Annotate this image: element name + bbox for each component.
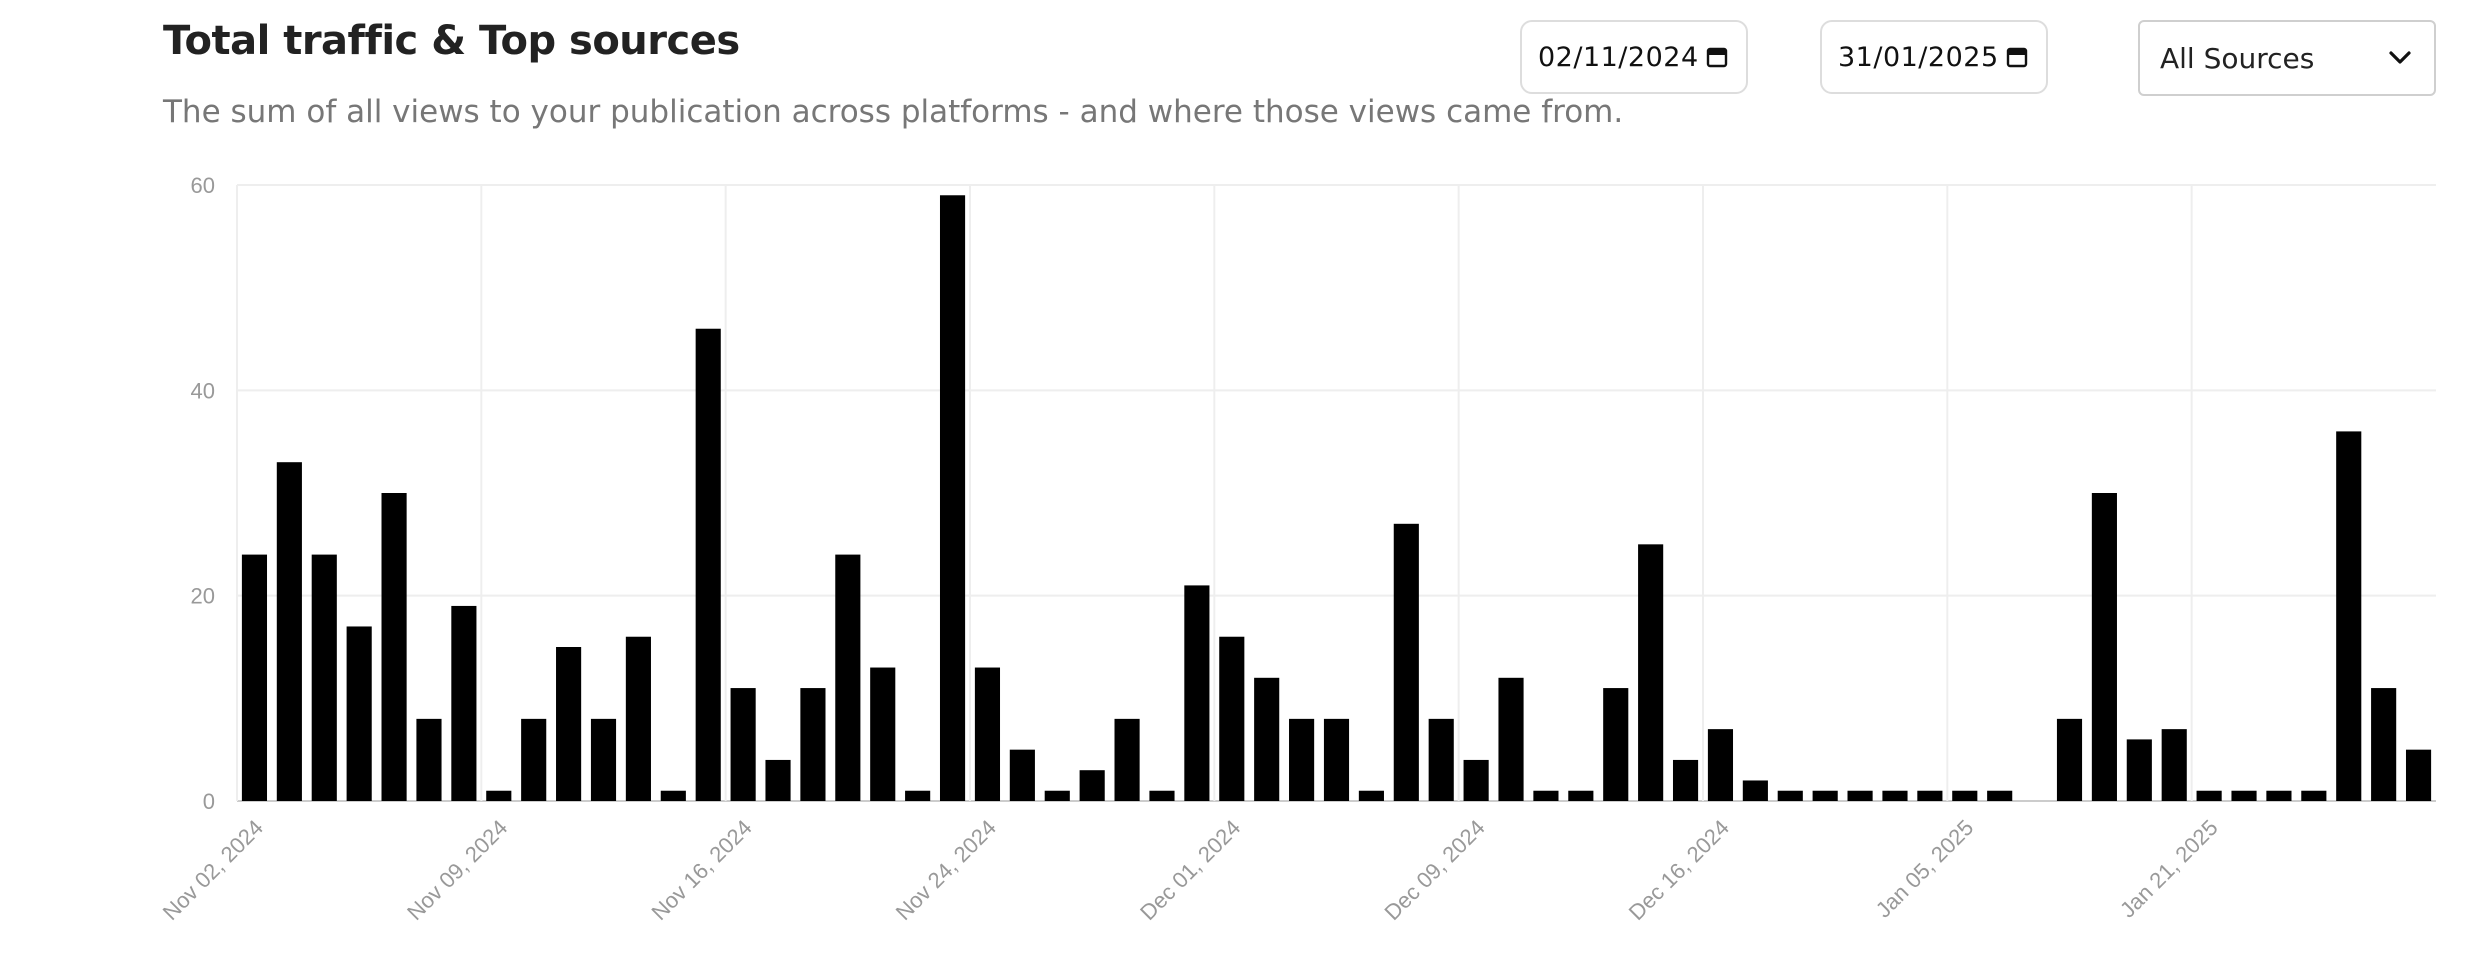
bar <box>1882 790 1908 801</box>
bar <box>1323 718 1350 801</box>
bar <box>556 647 582 801</box>
bar <box>2266 790 2292 801</box>
bar <box>1742 780 1768 801</box>
bar <box>2091 493 2117 801</box>
bar <box>695 328 721 801</box>
bar <box>625 636 651 801</box>
page-title: Total traffic & Top sources <box>163 18 740 64</box>
bar <box>1254 677 1280 801</box>
y-tick-label: 0 <box>203 789 215 814</box>
bar <box>1533 790 1559 801</box>
bar <box>1707 729 1734 801</box>
bar <box>1044 790 1070 801</box>
x-tick-label: Nov 02, 2024 <box>158 815 268 925</box>
x-tick-label: Jan 05, 2025 <box>1871 815 1979 923</box>
bar <box>1184 585 1210 801</box>
bar <box>521 718 547 801</box>
bar <box>1498 677 1524 801</box>
start-date-value: 02/11/2024 <box>1538 41 1699 73</box>
x-tick-label: Jan 21, 2025 <box>2115 815 2223 923</box>
bar <box>974 667 1001 801</box>
bar <box>870 667 896 801</box>
bar <box>1672 759 1699 801</box>
bar <box>451 605 477 801</box>
source-select[interactable]: All Sources <box>2138 20 2436 96</box>
bar <box>346 626 372 801</box>
x-axis: Nov 02, 2024 Nov 09, 2024 Nov 16, 2024 Nov … <box>158 815 2223 925</box>
bar <box>730 688 756 801</box>
bar <box>800 688 826 801</box>
bar <box>1812 790 1838 801</box>
calendar-icon[interactable] <box>2006 46 2028 68</box>
y-tick-label: 40 <box>191 378 215 403</box>
bar <box>276 462 302 801</box>
bar <box>2056 718 2083 801</box>
bar <box>1219 636 1245 801</box>
bar <box>1463 759 1489 801</box>
bar <box>2301 790 2327 801</box>
x-tick-label: Nov 16, 2024 <box>646 815 756 925</box>
bar <box>416 718 442 801</box>
bar <box>1917 790 1943 801</box>
y-tick-label: 60 <box>191 173 215 198</box>
bar <box>1568 790 1594 801</box>
bar-series <box>241 195 2432 801</box>
bar <box>381 493 407 801</box>
bar <box>590 718 617 801</box>
bar <box>241 554 268 801</box>
x-tick-label: Dec 09, 2024 <box>1379 815 1489 925</box>
y-tick-label: 20 <box>191 584 215 609</box>
bar <box>939 195 966 801</box>
bar <box>765 759 791 801</box>
y-axis: 0 20 40 60 <box>191 173 215 814</box>
bar <box>2336 431 2362 801</box>
chevron-down-icon <box>2389 51 2411 64</box>
bar <box>1987 790 2013 801</box>
source-select-value: All Sources <box>2160 41 2315 75</box>
start-date-input[interactable]: 02/11/2024 <box>1520 20 1748 94</box>
bar <box>311 554 337 801</box>
bar <box>1847 790 1873 801</box>
bar <box>1289 718 1315 801</box>
end-date-value: 31/01/2025 <box>1838 41 1999 73</box>
page-subtitle: The sum of all views to your publication… <box>163 94 1624 130</box>
bar <box>1009 749 1035 801</box>
bar <box>1428 718 1454 801</box>
bar <box>835 554 861 801</box>
bar <box>486 790 512 801</box>
bar <box>1149 790 1175 801</box>
bar <box>1952 790 1978 801</box>
bar <box>1777 790 1803 801</box>
bar <box>1079 770 1105 801</box>
bar <box>2231 790 2257 801</box>
bar <box>1603 688 1629 801</box>
bar <box>2126 739 2152 801</box>
x-tick-label: Nov 24, 2024 <box>891 815 1001 925</box>
bar <box>1358 790 1384 801</box>
end-date-input[interactable]: 31/01/2025 <box>1820 20 2048 94</box>
bar <box>1393 523 1419 801</box>
bar <box>2405 749 2432 801</box>
bar <box>1638 544 1664 801</box>
bar <box>1114 718 1140 801</box>
bar <box>905 790 931 801</box>
x-tick-label: Dec 16, 2024 <box>1624 815 1734 925</box>
bar <box>2196 790 2222 801</box>
bar <box>2371 688 2397 801</box>
bar <box>2161 729 2187 801</box>
x-tick-label: Nov 09, 2024 <box>402 815 512 925</box>
calendar-icon[interactable] <box>1706 46 1728 68</box>
x-tick-label: Dec 01, 2024 <box>1135 815 1245 925</box>
bar <box>660 790 686 801</box>
